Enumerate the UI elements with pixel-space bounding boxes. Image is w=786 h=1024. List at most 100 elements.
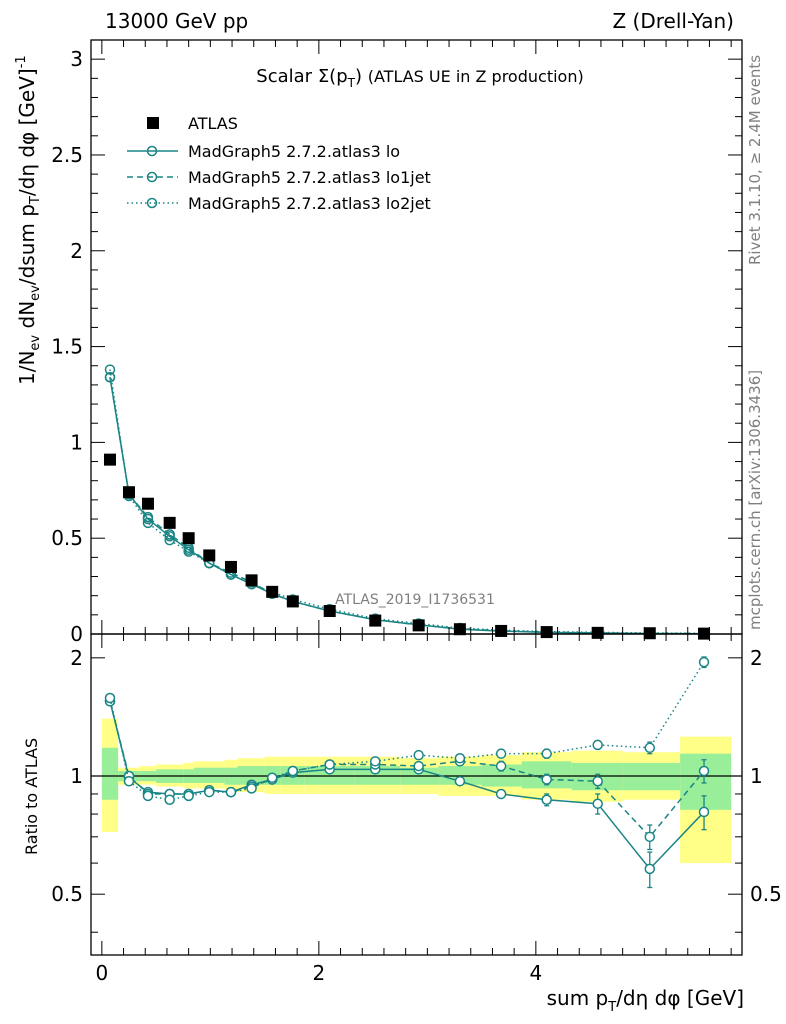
- ratio-point-2-13: [454, 752, 466, 764]
- x-axis-label: sum pT/dη dφ [GeV]: [547, 986, 744, 1015]
- chart-title-rest: (ATLAS UE in Z production): [368, 67, 584, 86]
- header-right: Z (Drell-Yan): [612, 9, 734, 33]
- side-text-rivet: Rivet 3.1.10, ≥ 2.4M events: [746, 55, 764, 265]
- axis-ticks: 00.511.522.530 2 40.5 0.51 12 2: [51, 40, 782, 985]
- main-series-data: [103, 453, 711, 640]
- watermark: ATLAS_2019_I1736531: [335, 592, 495, 608]
- ratio-ytick-label-r-0.5: 0.5: [750, 882, 782, 906]
- legend-marker-lo1jet: [146, 171, 158, 183]
- main-point-3-0: [104, 364, 116, 375]
- ratio-point-2-0: [104, 692, 116, 704]
- xtick-label-4: 4: [529, 961, 542, 985]
- ratio-point-1-14: [495, 760, 507, 772]
- ratio-series-2: [104, 656, 710, 806]
- main-point-2-3: [164, 529, 175, 540]
- ratio-point-2-17: [644, 742, 656, 754]
- ratio-ytick-label-r-2: 2: [750, 646, 763, 670]
- chart-title: Scalar Σ(pT) (ATLAS UE in Z production): [256, 66, 583, 90]
- ylabel-part2: dN: [15, 301, 39, 335]
- data-point-13: [453, 623, 466, 636]
- ratio-point-1-15: [541, 774, 552, 785]
- ratio-point-1-18: [698, 765, 710, 777]
- ratio-uncertainty-bands: [101, 718, 732, 864]
- ratio-point-2-5: [204, 786, 215, 798]
- ratio-point-2-1: [123, 775, 135, 787]
- data-point-17: [643, 627, 656, 640]
- data-point-8: [266, 585, 279, 598]
- legend-marker-lo: [146, 145, 158, 157]
- ylabel-part3: /dsum p: [15, 204, 39, 285]
- ratio-point-1-17: [644, 831, 656, 843]
- ratio-point-1-12: [413, 760, 424, 772]
- ylabel-sup: -1: [14, 55, 29, 68]
- ratio-point-0-18: [698, 806, 710, 818]
- data-point-9: [286, 595, 299, 608]
- ratio-ytick-label-l-1: 1: [70, 764, 83, 788]
- main-ytick-label-1: 1: [70, 430, 83, 454]
- data-point-1: [122, 486, 135, 499]
- xtick-label-2: 2: [312, 961, 325, 985]
- ratio-point-2-11: [370, 756, 381, 767]
- main-point-2-0: [104, 371, 116, 383]
- ratio-point-0-15: [541, 794, 552, 806]
- side-text-mcplots: mcplots.cern.ch [arXiv:1306.3436]: [746, 370, 764, 630]
- main-ytick-label-0: 0: [70, 622, 83, 646]
- data-point-7: [245, 574, 258, 587]
- chart-title-sigma: Σ(p: [318, 66, 348, 87]
- xlabel-part1: sum p: [547, 986, 609, 1010]
- chart-title-paren: ): [355, 66, 368, 87]
- ratio-point-2-18: [698, 656, 710, 668]
- ratio-y-axis-label: Ratio to ATLAS: [22, 738, 41, 855]
- ratio-point-0-17: [644, 863, 656, 875]
- main-point-3-4: [183, 546, 194, 557]
- header-left: 13000 GeV pp: [105, 9, 248, 33]
- xlabel-part2: /dη dφ [GeV]: [616, 986, 744, 1010]
- data-point-0: [103, 453, 116, 466]
- ratio-point-2-14: [495, 748, 507, 759]
- ratio-point-2-9: [287, 765, 299, 777]
- xlabel-sub: T: [607, 1000, 616, 1015]
- legend-label-lo2jet: MadGraph5 2.7.2.atlas3 lo2jet: [188, 194, 431, 213]
- data-point-11: [369, 614, 382, 627]
- ratio-point-0-16: [592, 798, 603, 809]
- ylabel-part1: 1/N: [15, 351, 39, 385]
- ratio-point-2-10: [324, 759, 335, 770]
- legend-label-atlas: ATLAS: [188, 114, 238, 133]
- data-point-5: [203, 549, 216, 562]
- data-point-4: [182, 532, 195, 545]
- data-point-15: [540, 626, 553, 639]
- main-ytick-label-2.5: 2.5: [51, 143, 83, 167]
- legend: ATLAS MadGraph5 2.7.2.atlas3 lo MadGraph…: [127, 114, 431, 213]
- ratio-point-2-4: [183, 790, 194, 802]
- panel-frames: [90, 39, 743, 956]
- data-point-2: [141, 497, 154, 510]
- data-point-16: [591, 626, 604, 639]
- band-green-5: [194, 767, 225, 783]
- main-point-3-2: [142, 517, 154, 529]
- ratio-point-0-13: [454, 775, 466, 787]
- ylabel-part4: /dη dφ [GeV]: [15, 68, 39, 196]
- ratio-point-2-3: [164, 794, 175, 806]
- ratio-point-2-6: [225, 786, 237, 798]
- data-point-3: [163, 516, 176, 529]
- ylabel-sub-ev2: ev: [28, 285, 43, 301]
- main-point-3-3: [164, 534, 175, 546]
- ratio-point-2-7: [246, 783, 257, 794]
- data-point-12: [412, 619, 425, 632]
- main-ytick-label-1.5: 1.5: [51, 335, 83, 359]
- legend-label-lo1jet: MadGraph5 2.7.2.atlas3 lo1jet: [188, 168, 431, 187]
- band-green-0: [101, 747, 119, 800]
- main-ytick-label-2: 2: [70, 239, 83, 263]
- ratio-point-2-8: [266, 772, 278, 783]
- main-ytick-label-0.5: 0.5: [51, 526, 83, 550]
- main-y-axis-label: 1/Nev dNev/dsum pT/dη dφ [GeV]-1: [14, 55, 43, 385]
- data-point-10: [323, 605, 336, 618]
- ratio-point-2-16: [592, 739, 603, 751]
- main-ytick-label-3: 3: [70, 47, 83, 71]
- data-point-6: [224, 560, 237, 573]
- xtick-label-0: 0: [95, 961, 108, 985]
- ylabel-sub-t: T: [28, 196, 43, 205]
- ratio-ytick-label-l-2: 2: [70, 646, 83, 670]
